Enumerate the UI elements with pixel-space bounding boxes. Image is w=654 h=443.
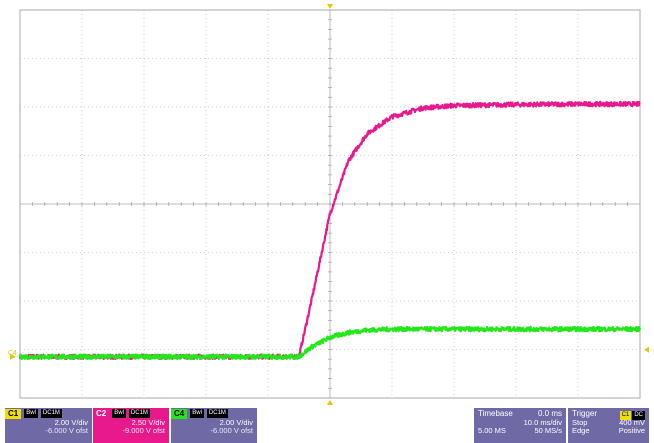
traces xyxy=(18,100,642,361)
timebase-scale: 10.0 ms/div xyxy=(523,418,562,427)
channel-c1-panel[interactable]: C1 Bwl DC1M 2.00 V/div -6.000 V ofst xyxy=(5,408,92,443)
channel-c1-scale: 2.00 V/div xyxy=(54,418,88,427)
timebase-samples: 5.00 MS xyxy=(478,426,506,435)
channel-c1-offset: -6.000 V ofst xyxy=(45,426,88,435)
channel-c4-bw-tag: Bwl xyxy=(190,409,204,418)
channel-c4-offset: -6.000 V ofst xyxy=(210,426,253,435)
channel-c2-bw-tag: Bwl xyxy=(112,409,126,418)
trigger-type: Edge xyxy=(572,426,590,435)
oscilloscope-display: C4 xyxy=(8,4,649,405)
channel-c1-label: C1 xyxy=(5,408,22,419)
trace-c4 xyxy=(18,325,642,361)
channel-c1-coupling-tag: DC1M xyxy=(40,409,62,418)
trigger-source: C1 xyxy=(619,411,632,420)
timebase-label: Timebase xyxy=(478,409,513,418)
channel-c4-coupling-tag: DC1M xyxy=(206,409,228,418)
ground-marker-label: C4 xyxy=(8,350,17,357)
markers: C4 xyxy=(8,4,649,405)
channel-c2-label: C2 xyxy=(93,408,110,419)
channel-c2-offset: -9.000 V ofst xyxy=(122,426,165,435)
channel-c1-bw-tag: Bwl xyxy=(24,409,38,418)
timebase-position: 0.0 ms xyxy=(537,409,562,418)
trigger-label: Trigger xyxy=(572,409,598,418)
timebase-rate: 50 MS/s xyxy=(534,426,562,435)
trigger-level-marker xyxy=(644,346,649,353)
ground-marker xyxy=(10,353,16,360)
trigger-level: 400 mV xyxy=(619,418,645,427)
timebase-panel[interactable]: Timebase 0.0 ms 10.0 ms/div 5.00 MS 50 M… xyxy=(474,408,566,443)
trigger-slope: Positive xyxy=(618,426,645,435)
channel-c4-label: C4 xyxy=(171,408,188,419)
trigger-mode: Stop xyxy=(572,418,588,427)
trigger-coupling: DC xyxy=(632,411,645,420)
trigger-position-bottom-marker xyxy=(327,400,333,405)
trigger-panel[interactable]: Trigger C1 DC Stop 400 mV Edge Positive xyxy=(568,408,649,443)
channel-c4-scale: 2.00 V/div xyxy=(219,418,253,427)
trigger-position-top-marker xyxy=(327,4,333,9)
channel-c2-coupling-tag: DC1M xyxy=(128,409,150,418)
channel-c2-scale: 2.50 V/div xyxy=(131,418,165,427)
channel-c2-panel[interactable]: C2 Bwl DC1M 2.50 V/div -9.000 V ofst xyxy=(93,408,169,443)
channel-c4-panel[interactable]: C4 Bwl DC1M 2.00 V/div -6.000 V ofst xyxy=(171,408,257,443)
